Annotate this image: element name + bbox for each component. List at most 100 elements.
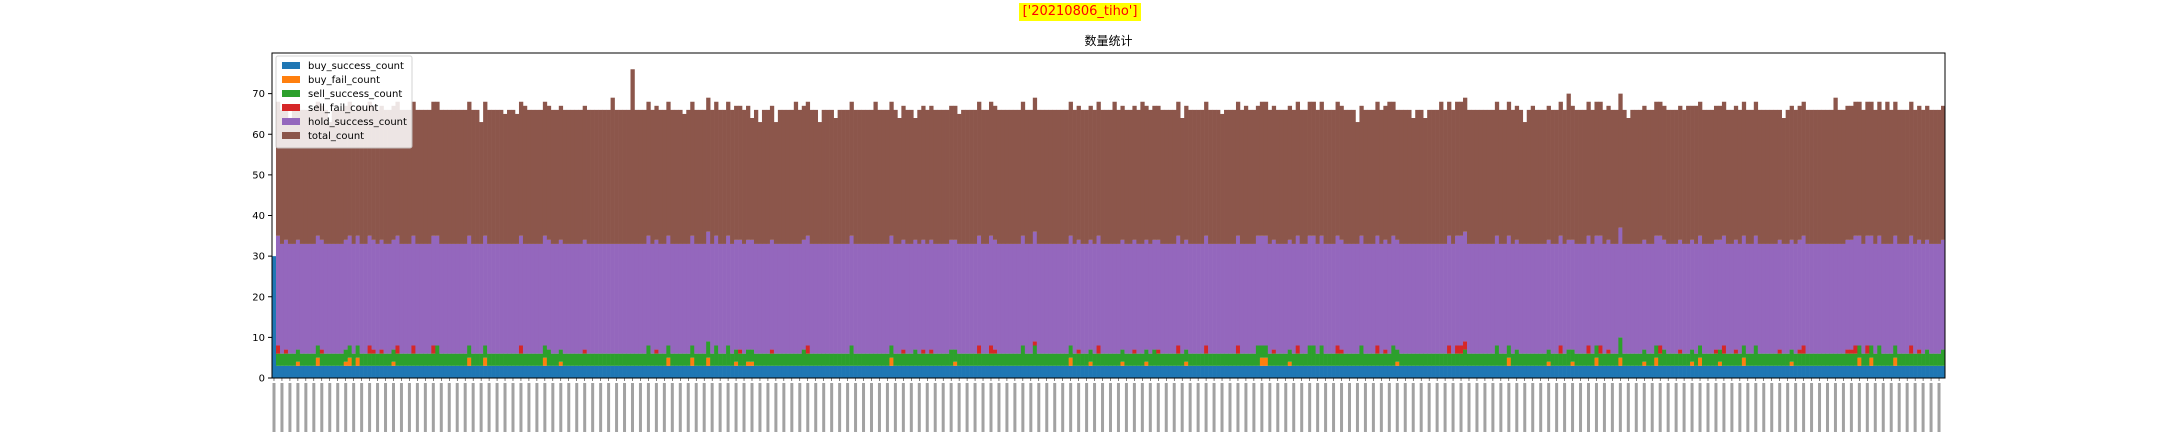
bar-sell_fail_count-367 <box>1733 349 1739 354</box>
bar-sell_success_count-97 <box>658 353 663 366</box>
bar-hold_success_count-305 <box>1486 243 1492 354</box>
bar-buy_success_count-371 <box>1749 365 1755 378</box>
bar-hold_success_count-102 <box>678 243 683 354</box>
bar-total_count-320 <box>1546 105 1551 240</box>
bar-sell_success_count-115 <box>730 353 735 366</box>
bar-buy_success_count-67 <box>538 365 544 378</box>
bar-hold_success_count-91 <box>634 243 639 354</box>
bar-total_count-344 <box>1642 105 1647 240</box>
bar-buy_success_count-109 <box>706 365 711 378</box>
xtick-label-312 <box>1515 383 1519 432</box>
bar-sell_success_count-315 <box>1526 353 1532 366</box>
bar-sell_success_count-63 <box>522 353 528 366</box>
bar-hold_success_count-211 <box>1112 243 1117 354</box>
bar-sell_fail_count-24 <box>367 345 372 354</box>
bar-buy_success_count-32 <box>399 365 404 378</box>
bar-hold_success_count-206 <box>1092 243 1097 354</box>
bar-hold_success_count-207 <box>1096 235 1101 346</box>
bar-hold_success_count-201 <box>1072 243 1077 354</box>
bar-sell_success_count-133 <box>801 349 807 366</box>
bar-total_count-213 <box>1120 105 1125 240</box>
bar-buy_success_count-280 <box>1387 365 1392 378</box>
bar-hold_success_count-401 <box>1869 235 1874 346</box>
xtick-label-104 <box>686 383 690 432</box>
bar-buy_success_count-18 <box>343 365 348 378</box>
bar-hold_success_count-405 <box>1885 243 1890 354</box>
bar-hold_success_count-142 <box>837 243 842 354</box>
bar-sell_success_count-318 <box>1538 353 1543 366</box>
bar-hold_success_count-379 <box>1781 243 1786 354</box>
bar-hold_success_count-393 <box>1837 243 1842 354</box>
xtick-label-8 <box>304 383 308 432</box>
bar-buy_success_count-9 <box>307 365 313 378</box>
bar-hold_success_count-67 <box>538 243 544 354</box>
bar-buy_success_count-223 <box>1160 365 1165 378</box>
xtick-label-260 <box>1308 383 1312 432</box>
bar-sell_success_count-364 <box>1721 353 1727 366</box>
bar-total_count-357 <box>1694 105 1699 244</box>
bar-total_count-34 <box>407 109 412 244</box>
bar-buy_success_count-170 <box>949 365 954 378</box>
bar-sell_success_count-323 <box>1558 353 1563 366</box>
bar-total_count-204 <box>1084 109 1089 244</box>
bar-hold_success_count-115 <box>730 243 735 354</box>
bar-sell_success_count-231 <box>1192 353 1197 366</box>
bar-total_count-305 <box>1486 109 1492 244</box>
bar-buy_success_count-12 <box>319 365 325 378</box>
bar-total_count-43 <box>443 109 448 244</box>
bar-buy_fail_count-49 <box>467 357 472 366</box>
bar-buy_success_count-304 <box>1482 365 1488 378</box>
bar-sell_success_count-292 <box>1435 353 1440 366</box>
bar-sell_success_count-184 <box>1004 353 1010 366</box>
bar-total_count-290 <box>1427 109 1432 244</box>
bar-hold_success_count-339 <box>1622 243 1627 354</box>
bar-total_count-141 <box>833 118 838 244</box>
bar-sell_success_count-198 <box>1060 353 1065 366</box>
bar-buy_success_count-139 <box>825 365 830 378</box>
bar-total_count-207 <box>1096 101 1101 236</box>
bar-total_count-308 <box>1498 109 1504 244</box>
bar-sell_fail_count-335 <box>1606 349 1611 354</box>
bar-buy_success_count-163 <box>921 365 926 378</box>
xtick-label-382 <box>1794 383 1798 432</box>
bar-hold_success_count-121 <box>753 243 759 354</box>
bar-buy_success_count-122 <box>757 365 763 378</box>
xtick-label-106 <box>694 383 698 432</box>
bar-total_count-397 <box>1853 101 1858 236</box>
bar-total_count-41 <box>435 101 440 236</box>
bar-total_count-74 <box>566 109 572 244</box>
bar-sell_success_count-400 <box>1865 353 1870 366</box>
bar-total_count-203 <box>1080 109 1085 244</box>
bar-buy_success_count-403 <box>1877 365 1882 378</box>
bar-buy_success_count-346 <box>1650 365 1655 378</box>
bar-sell_success_count-325 <box>1566 349 1571 366</box>
bar-total_count-139 <box>825 109 830 244</box>
xtick-label-330 <box>1586 383 1590 432</box>
bar-total_count-411 <box>1909 101 1914 236</box>
bar-hold_success_count-219 <box>1144 239 1149 350</box>
bar-buy_success_count-417 <box>1933 365 1938 378</box>
bar-sell_success_count-290 <box>1427 353 1432 366</box>
bar-hold_success_count-176 <box>973 243 978 354</box>
bar-buy_success_count-370 <box>1745 365 1751 378</box>
bar-total_count-236 <box>1212 109 1217 244</box>
bar-hold_success_count-28 <box>383 243 388 354</box>
xtick-label-20 <box>352 383 356 432</box>
bar-hold_success_count-174 <box>965 243 970 354</box>
xtick-label-348 <box>1658 383 1662 432</box>
bar-buy_success_count-206 <box>1092 365 1097 378</box>
bar-hold_success_count-310 <box>1506 235 1512 346</box>
bar-total_count-53 <box>483 101 488 236</box>
bar-total_count-191 <box>1032 97 1038 232</box>
bar-buy_success_count-5 <box>291 365 297 378</box>
bar-total_count-97 <box>658 109 663 244</box>
bar-sell_success_count-10 <box>311 353 317 366</box>
bar-buy_success_count-124 <box>765 365 771 378</box>
xtick-label-144 <box>846 383 850 432</box>
bar-buy_fail_count-344 <box>1642 361 1647 366</box>
bar-total_count-353 <box>1678 105 1683 240</box>
bar-hold_success_count-143 <box>841 243 846 354</box>
bar-buy_success_count-198 <box>1060 365 1065 378</box>
bar-buy_success_count-160 <box>909 365 914 378</box>
xtick-label-396 <box>1849 383 1853 432</box>
